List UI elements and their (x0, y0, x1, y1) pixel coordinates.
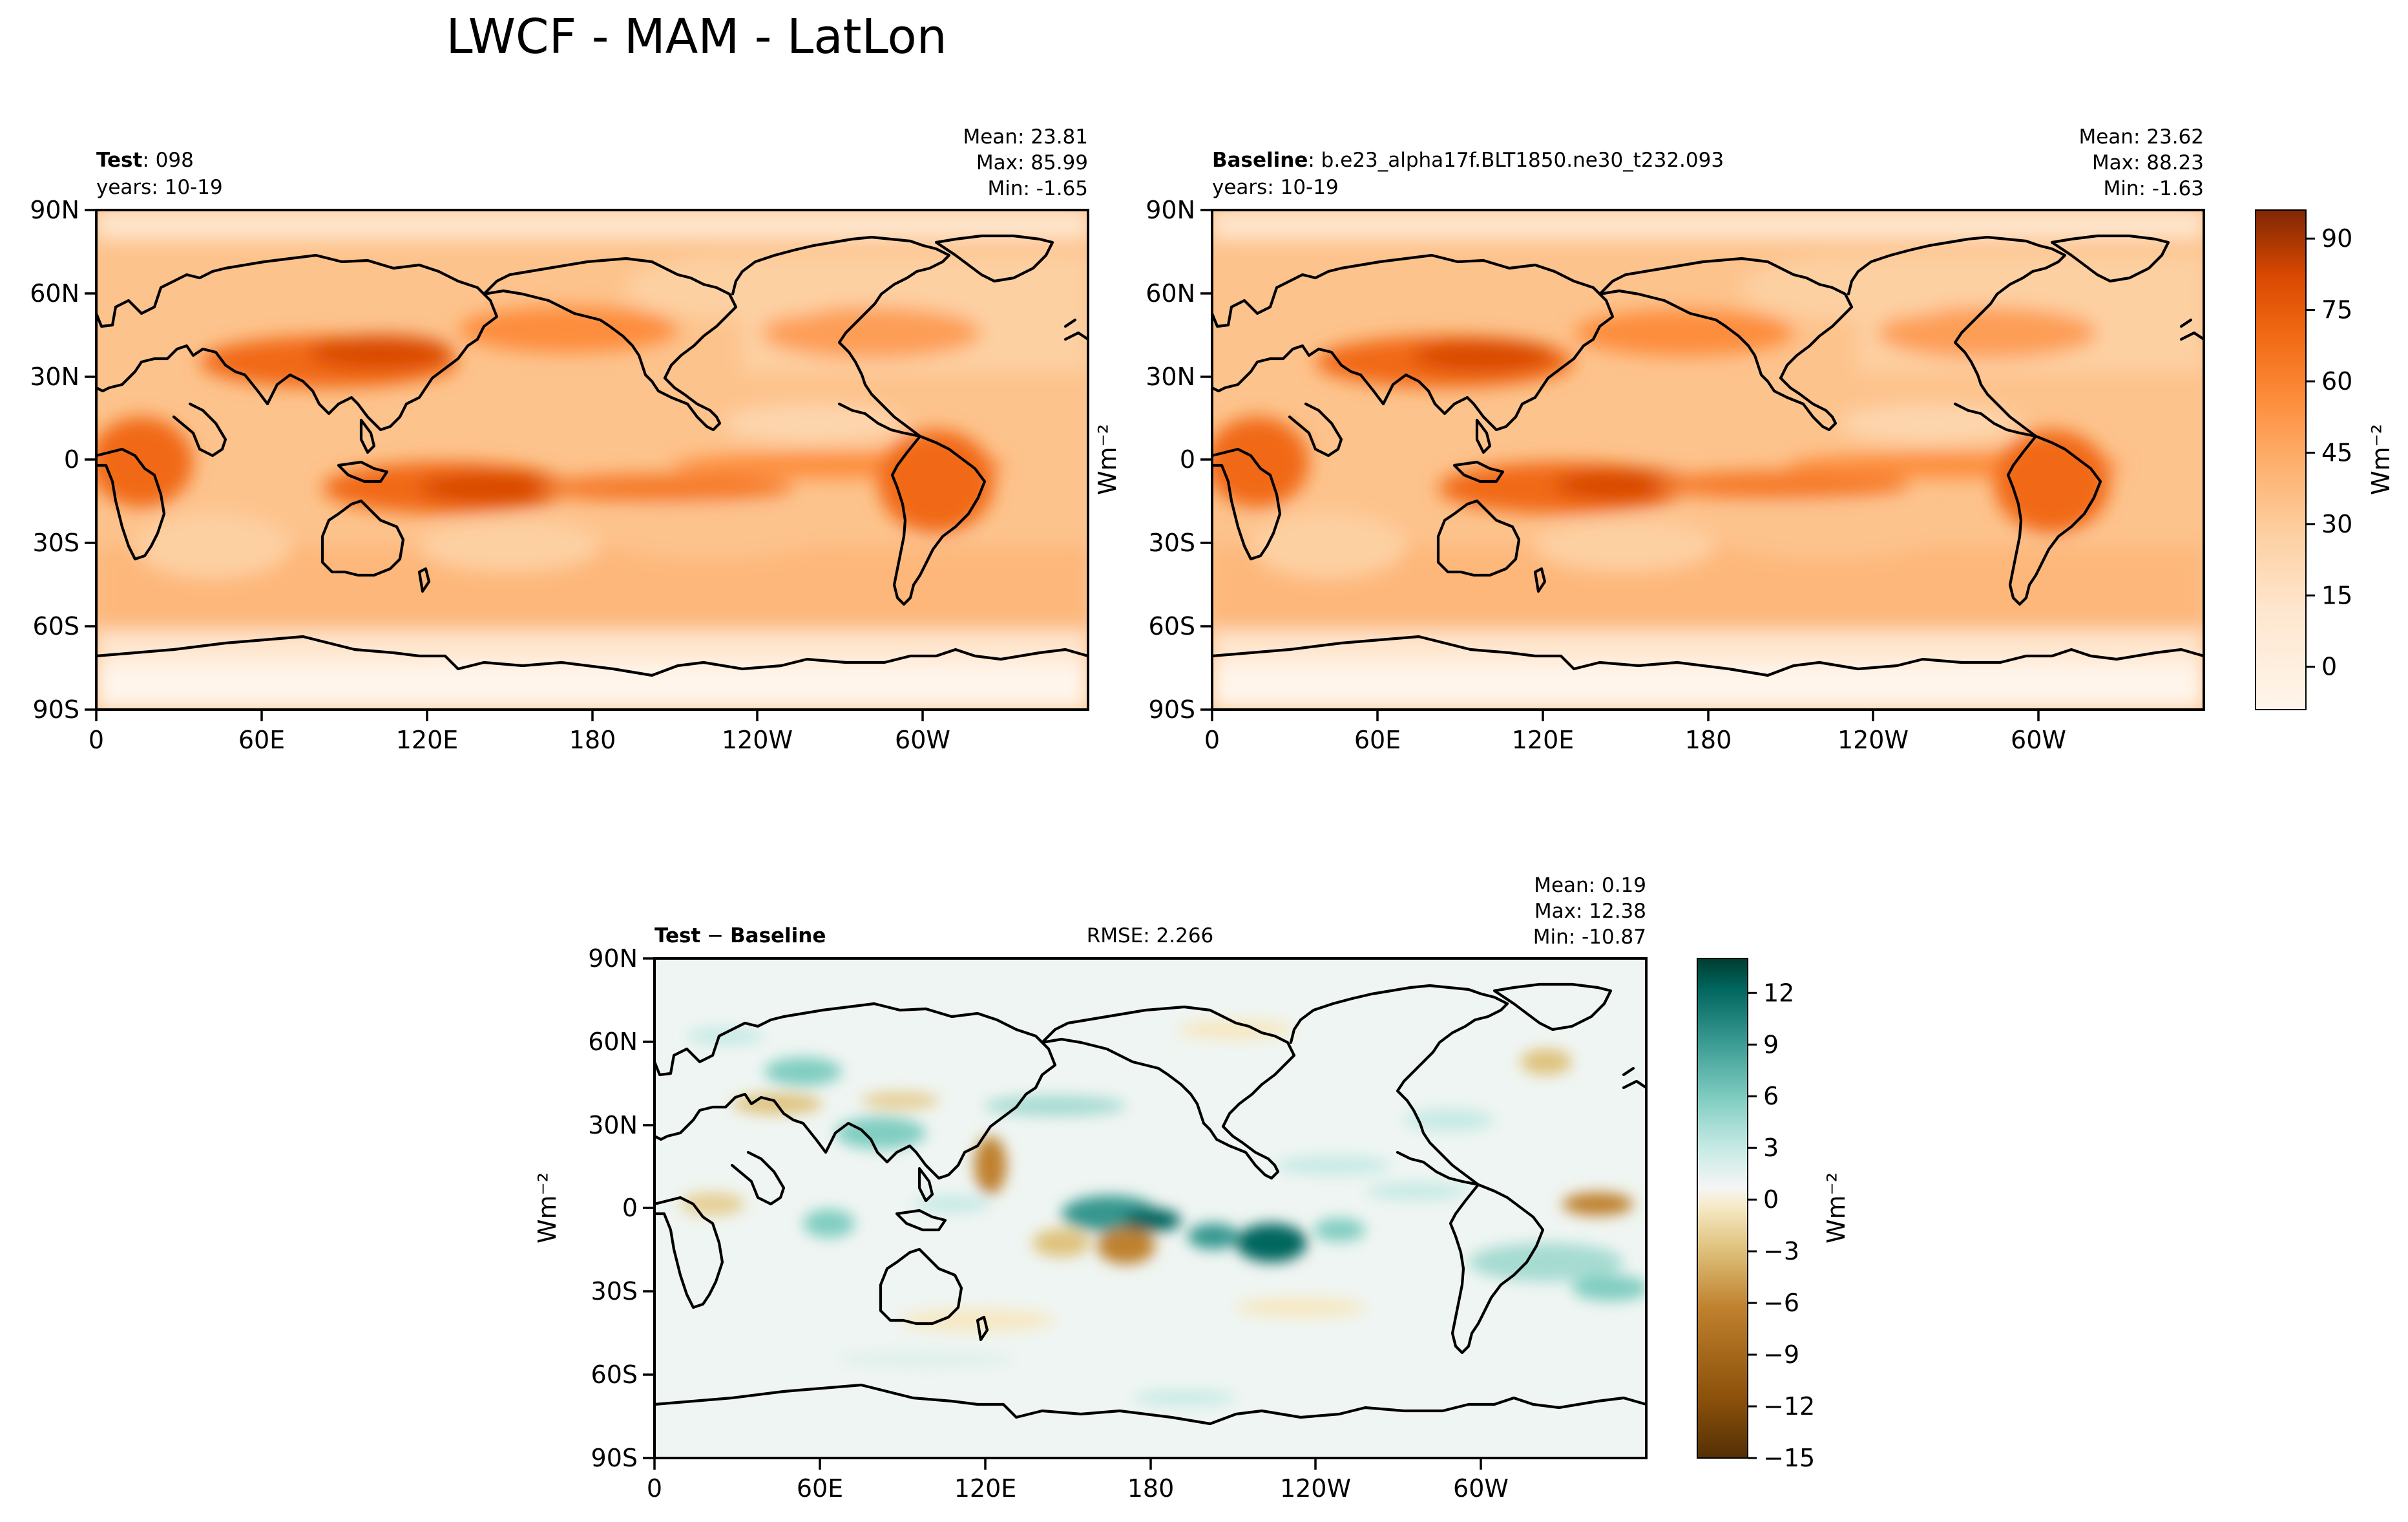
xtick-label: 60E (797, 1474, 843, 1503)
ytick-label: 30S (591, 1277, 638, 1305)
colorbar-tick-label: 12 (1763, 978, 1794, 1007)
panel-test-xticks: 0 60E 120E 180 120W 60W (89, 710, 950, 754)
colorbar-tick-label: −15 (1763, 1444, 1815, 1472)
ytick-label: 90S (33, 695, 79, 724)
xtick-label: 120W (1837, 726, 1909, 754)
ytick-label: 60N (30, 279, 79, 308)
panel-difference: Test − Baseline RMSE: 2.266 Mean: 0.19 M… (533, 874, 1648, 1503)
panel-difference-rmse: RMSE: 2.266 (1087, 924, 1214, 947)
colorbar-tick-label: −6 (1763, 1289, 1799, 1317)
ytick-label: 60N (588, 1028, 638, 1056)
colorbar-tick-label: 60 (2321, 367, 2352, 396)
panel-test-years: years: 10-19 (96, 176, 223, 199)
colorbar-tick-label: 3 (1763, 1134, 1779, 1162)
ytick-label: 30S (1149, 529, 1195, 557)
colorbar-brbg-bar (1697, 958, 1748, 1459)
ytick-label: 90N (1146, 196, 1195, 224)
xtick-label: 120E (954, 1474, 1017, 1503)
xtick-label: 120E (1512, 726, 1575, 754)
colorbar-tick-label: 15 (2321, 581, 2352, 609)
colorbar-tick-label: 9 (1763, 1030, 1779, 1059)
panel-test-mean: Mean: 23.81 (963, 125, 1088, 149)
xtick-label: 60W (1453, 1474, 1509, 1503)
colorbar-tick-label: −12 (1763, 1392, 1815, 1421)
colorbar-tick-label: 45 (2321, 438, 2352, 467)
colorbar-brbg-ticks: 12 9 6 3 0 −3 −6 −9 −12 −15 (1748, 978, 1815, 1472)
xtick-label: 180 (1127, 1474, 1175, 1503)
xtick-label: 0 (647, 1474, 662, 1503)
colorbar-tick-label: 30 (2321, 510, 2352, 538)
panel-baseline-years: years: 10-19 (1212, 176, 1339, 199)
ytick-label: 30S (33, 529, 79, 557)
colorbar-tick-label: 0 (2321, 653, 2337, 681)
panel-baseline: Baseline: b.e23_alpha17f.BLT1850.ne30_t2… (1146, 125, 2205, 754)
panel-difference-yticks: 90N 60N 30N 0 30S 60S 90S (588, 944, 654, 1472)
colorbar-tick-label: −9 (1763, 1340, 1799, 1369)
xtick-label: 120W (1280, 1474, 1351, 1503)
panel-baseline-map (1212, 210, 2204, 710)
panel-difference-map (654, 958, 1646, 1458)
panel-test-label: Test: 098 (96, 149, 194, 172)
xtick-label: 120E (396, 726, 459, 754)
panel-baseline-yticks: 90N 60N 30N 0 30S 60S 90S (1146, 196, 1212, 724)
panel-difference-xticks: 0 60E 120E 180 120W 60W (647, 1458, 1509, 1503)
ytick-label: 90N (30, 196, 79, 224)
ytick-label: 90N (588, 944, 638, 973)
panel-baseline-label: Baseline: b.e23_alpha17f.BLT1850.ne30_t2… (1212, 149, 1724, 172)
xtick-label: 60E (1354, 726, 1401, 754)
xtick-label: 0 (1204, 726, 1220, 754)
xtick-label: 60W (2011, 726, 2066, 754)
colorbar-tick-label: 75 (2321, 296, 2352, 324)
panel-test-max: Max: 85.99 (976, 151, 1088, 174)
panel-test-yticks: 90N 60N 30N 0 30S 60S 90S (30, 196, 96, 724)
panel-baseline-xticks: 0 60E 120E 180 120W 60W (1204, 710, 2066, 754)
panel-test: Test: 098 years: 10-19 Mean: 23.81 Max: … (30, 125, 1089, 754)
panel-difference-min: Min: -10.87 (1533, 925, 1646, 949)
ytick-label: 90S (591, 1444, 638, 1472)
ytick-label: 60S (1149, 612, 1195, 640)
colorbar-oranges-ticks: 90 75 60 45 30 15 0 (2306, 224, 2352, 681)
xtick-label: 120W (722, 726, 793, 754)
panel-difference-label: Test − Baseline (654, 924, 826, 947)
colorbar-brbg-label: Wm⁻² (1822, 1172, 1850, 1243)
ytick-label: 0 (64, 445, 79, 474)
ytick-label: 0 (1180, 445, 1195, 474)
panel-difference-max: Max: 12.38 (1534, 900, 1646, 923)
xtick-label: 0 (89, 726, 104, 754)
ytick-label: 30N (1146, 363, 1195, 391)
panel-test-map (96, 210, 1088, 710)
colorbar-tick-label: −3 (1763, 1237, 1799, 1265)
colorbar-tick-label: 0 (1763, 1185, 1779, 1214)
panel-difference-ylabel: Wm⁻² (533, 1172, 561, 1243)
panel-baseline-min: Min: -1.63 (2103, 177, 2204, 200)
panel-test-ylabel: Wm⁻² (1093, 424, 1122, 495)
panel-test-min: Min: -1.65 (987, 177, 1088, 200)
colorbar-tick-label: 6 (1763, 1082, 1779, 1110)
ytick-label: 30N (30, 363, 79, 391)
xtick-label: 60W (895, 726, 950, 754)
xtick-label: 60E (238, 726, 285, 754)
colorbar-oranges-bar (2255, 209, 2307, 710)
xtick-label: 180 (1685, 726, 1732, 754)
panel-baseline-mean: Mean: 23.62 (2078, 125, 2204, 149)
ytick-label: 30N (588, 1111, 638, 1139)
colorbar-oranges: 90 75 60 45 30 15 0 Wm⁻² (2255, 209, 2395, 710)
panel-difference-mean: Mean: 0.19 (1534, 874, 1646, 897)
ytick-label: 60S (591, 1360, 638, 1389)
xtick-label: 180 (569, 726, 616, 754)
ytick-label: 60N (1146, 279, 1195, 308)
ytick-label: 90S (1149, 695, 1195, 724)
colorbar-oranges-label: Wm⁻² (2367, 424, 2395, 495)
panel-baseline-max: Max: 88.23 (2092, 151, 2204, 174)
colorbar-brbg: 12 9 6 3 0 −3 −6 −9 −12 −15 Wm⁻² (1697, 958, 1850, 1472)
colorbar-tick-label: 90 (2321, 224, 2352, 253)
figure-title: LWCF - MAM - LatLon (446, 9, 947, 65)
ytick-label: 0 (622, 1194, 638, 1222)
ytick-label: 60S (33, 612, 79, 640)
